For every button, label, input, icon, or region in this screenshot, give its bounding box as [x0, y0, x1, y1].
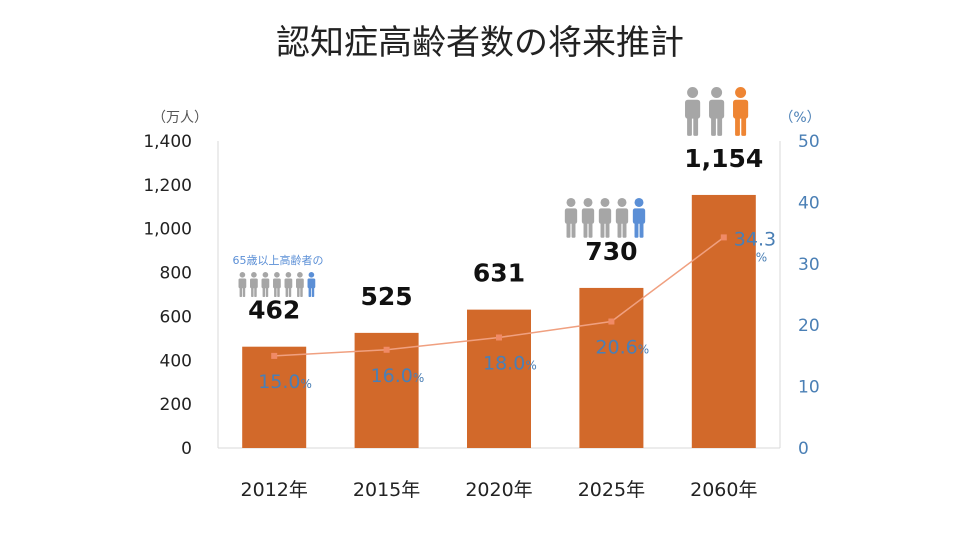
person-icon — [685, 87, 701, 136]
left-axis-unit: （万人） — [152, 110, 208, 126]
data-labels: 462 525 631 730 1,154 15.0% 16.0% 18.0% 20.6% 34.… — [248, 144, 776, 393]
left-tick-label: 800 — [160, 264, 192, 284]
bar — [467, 309, 531, 448]
line-marker — [271, 352, 278, 359]
category-label: 2012年 — [241, 479, 308, 501]
percent-line — [271, 234, 727, 359]
line-value-label: 34.3 — [734, 228, 776, 250]
line-value-unit: % — [525, 358, 536, 372]
line-value-unit: % — [413, 371, 424, 385]
line-marker — [383, 346, 390, 353]
bar — [242, 346, 307, 448]
right-tick-label: 10 — [798, 378, 820, 398]
left-tick-label: 1,000 — [143, 220, 192, 240]
person-icon — [581, 198, 595, 238]
person-icon — [307, 272, 316, 297]
chart-title: 認知症高齢者数の将来推計 — [276, 23, 684, 63]
line-value-label: 16.0% — [371, 365, 425, 387]
right-tick-label: 40 — [798, 193, 820, 213]
line-value-unit: % — [756, 250, 767, 264]
line-marker — [496, 334, 502, 341]
person-icon — [615, 198, 629, 238]
category-label: 2060年 — [690, 479, 757, 501]
bar — [579, 287, 644, 448]
line-value-label: 15.0% — [258, 371, 312, 393]
person-icon — [250, 272, 258, 297]
bar-value-label: 1,154 — [684, 144, 763, 173]
bar-value-label: 730 — [585, 237, 637, 266]
line-marker — [720, 234, 727, 241]
person-icon — [632, 198, 646, 238]
left-tick-label: 600 — [160, 307, 192, 327]
line-value-unit: % — [638, 343, 649, 357]
icon-annotation: 65歳以上高齢者の — [233, 253, 324, 267]
left-tick-label: 200 — [160, 395, 192, 415]
person-icon — [733, 87, 749, 136]
category-label: 2020年 — [465, 479, 532, 501]
icon-group — [564, 198, 646, 238]
person-icon — [598, 198, 612, 238]
person-icon — [709, 87, 725, 136]
right-axis-unit: （%） — [779, 110, 820, 126]
axes: 0 200 400 600 800 1,000 1,200 1,400 0 10 20 30 40 50 2… — [143, 132, 819, 501]
right-tick-label: 30 — [798, 255, 820, 275]
person-icons — [238, 87, 749, 297]
right-tick-label: 20 — [798, 316, 820, 336]
left-tick-label: 400 — [160, 351, 192, 371]
person-icon — [296, 272, 304, 297]
left-tick-label: 1,200 — [143, 176, 192, 196]
person-icon — [238, 272, 247, 297]
icon-group — [238, 272, 316, 297]
right-tick-label: 0 — [798, 439, 809, 459]
line-value-unit: % — [301, 377, 312, 391]
line-marker — [608, 318, 615, 325]
left-tick-label: 0 — [181, 439, 192, 459]
right-tick-label: 50 — [798, 132, 820, 152]
bar-value-label: 525 — [361, 282, 413, 311]
bar-value-label: 462 — [248, 296, 300, 325]
line-value-label: 18.0% — [483, 352, 537, 374]
line-value-label: 20.6% — [595, 337, 649, 359]
category-label: 2025年 — [578, 479, 645, 501]
bar-value-label: 631 — [473, 259, 525, 288]
person-icon — [273, 272, 281, 297]
left-tick-label: 1,400 — [143, 132, 192, 152]
person-icon — [564, 198, 578, 238]
person-icon — [261, 272, 270, 297]
category-label: 2015年 — [353, 479, 420, 501]
bars — [242, 194, 756, 448]
icon-group — [685, 87, 749, 136]
person-icon — [284, 272, 293, 297]
